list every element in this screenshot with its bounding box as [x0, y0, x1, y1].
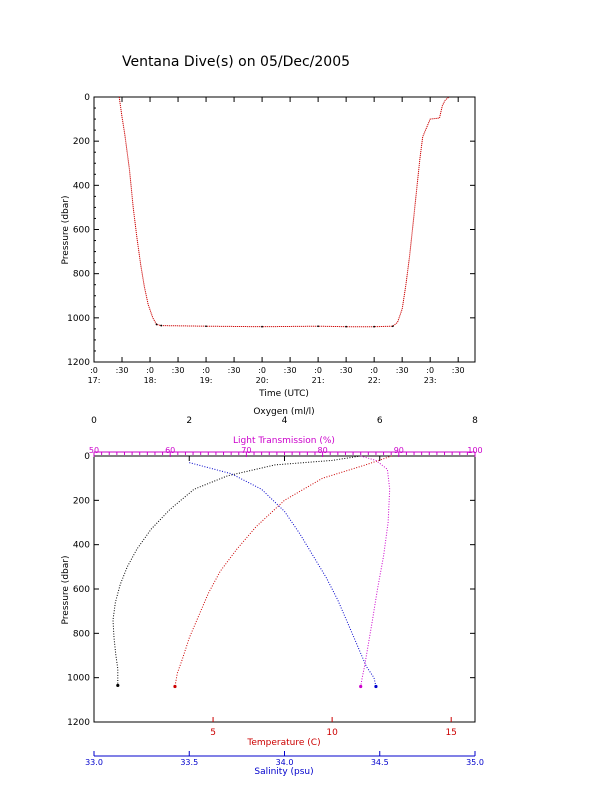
top-x-tick-label: :30: [116, 366, 129, 375]
temperature-axis: 5 10 15: [210, 717, 457, 738]
bottom-y-axis: 0 200 400 600 800 1000 1200: [67, 452, 475, 728]
light-transmission-tick-label: 90: [394, 446, 404, 455]
top-x-tick-label: :30: [172, 366, 185, 375]
top-x-tick-hour-label: 22:: [368, 376, 381, 385]
bottom-y-tick-label: 400: [73, 541, 90, 551]
bottom-y-tick-label: 1000: [67, 674, 90, 684]
light-transmission-tick-label: 60: [165, 446, 175, 455]
top-y-tick-label: 600: [73, 226, 90, 236]
top-plot-frame: [93, 96, 476, 363]
top-y-tick-label: 1000: [67, 314, 90, 324]
top-y-tick-label: 800: [73, 270, 90, 280]
salinity-tick-label: 34.0: [276, 758, 294, 767]
oxygen-tick-label: 0: [91, 416, 97, 426]
top-y-tick-label: 400: [73, 181, 90, 191]
top-x-tick-label: :0: [314, 366, 322, 375]
temperature-profile: [174, 455, 392, 687]
top-x-tick-hour-label: 17:: [88, 376, 101, 385]
salinity-axis: 33.0 33.5 34.0 34.5 35.0: [85, 751, 484, 767]
salinity-tick-label: 33.0: [85, 758, 103, 767]
top-x-tick-hour-label: 23:: [424, 376, 437, 385]
temperature-tick-label: 10: [326, 728, 338, 738]
top-x-tick-label: :0: [146, 366, 154, 375]
bottom-y-tick-label: 200: [73, 496, 90, 506]
top-x-axis-label: Time (UTC): [258, 389, 309, 399]
top-x-tick-hour-label: 21:: [312, 376, 325, 385]
dive-pressure-point: [391, 325, 394, 328]
top-x-tick-label: :30: [228, 366, 241, 375]
dive-pressure-point: [373, 325, 376, 328]
oxygen-profile: [112, 455, 361, 686]
dive-pressure-point: [345, 325, 348, 328]
bottom-y-tick-label: 1200: [67, 718, 90, 728]
oxygen-axis-label: Oxygen (ml/l): [253, 407, 314, 417]
bottom-y-tick-label: 600: [73, 585, 90, 595]
dive-pressure-point: [160, 324, 163, 327]
top-x-tick-label: :0: [370, 366, 378, 375]
salinity-axis-label: Salinity (psu): [254, 767, 313, 777]
bottom-series-group: [112, 455, 392, 689]
top-x-tick-hour-label: 19:: [200, 376, 213, 385]
salinity-tick-label: 34.5: [371, 758, 389, 767]
dive-pressure-point: [205, 325, 207, 328]
light-transmission-axis-label: Light Transmission (%): [233, 436, 335, 446]
dive-pressure-point: [317, 325, 320, 328]
top-y-tick-label: 1200: [67, 358, 90, 368]
top-x-tick-label: :0: [258, 366, 266, 375]
top-y-tick-label: 200: [73, 137, 90, 147]
top-x-tick-label: :0: [90, 366, 98, 375]
light-transmission-tick-label: 80: [318, 446, 328, 455]
oxygen-tick-label: 8: [472, 416, 478, 426]
bottom-y-tick-label: 0: [84, 452, 90, 462]
top-x-tick-label: :0: [202, 366, 210, 375]
salinity-bottom-point: [374, 684, 378, 689]
top-x-axis: :017::30:018::30:019::30:020::30:021::30…: [88, 97, 465, 385]
light-bottom-point: [359, 684, 363, 689]
oxygen-tick-label: 6: [377, 416, 383, 426]
top-x-tick-hour-label: 20:: [256, 376, 269, 385]
top-y-axis-label: Pressure (dbar): [61, 196, 71, 265]
top-x-tick-hour-label: 18:: [144, 376, 157, 385]
top-chart-title: Ventana Dive(s) on 05/Dec/2005: [122, 54, 350, 70]
top-y-tick-label: 0: [84, 93, 90, 103]
light-profile: [360, 455, 391, 687]
top-x-tick-label: :30: [284, 366, 297, 375]
oxygen-tick-label: 4: [282, 416, 288, 426]
temperature-bottom-point: [173, 684, 177, 689]
light-transmission-tick-label: 100: [467, 446, 482, 455]
dive-pressure-point: [261, 325, 263, 328]
top-x-tick-label: :30: [340, 366, 353, 375]
salinity-tick-label: 33.5: [180, 758, 198, 767]
temperature-axis-label: Temperature (C): [246, 738, 320, 748]
oxygen-bottom-point: [116, 683, 120, 688]
light-transmission-tick-label: 70: [241, 446, 251, 455]
salinity-profile: [189, 462, 377, 687]
bottom-y-axis-label: Pressure (dbar): [61, 556, 71, 625]
top-x-tick-label: :0: [426, 366, 434, 375]
light-transmission-axis: 50 60 70 80 90 100: [89, 446, 483, 457]
temperature-tick-label: 15: [445, 728, 456, 738]
oxygen-tick-label: 2: [186, 416, 192, 426]
dive-pressure-point: [155, 323, 158, 326]
dive-pressure-line: [118, 96, 450, 328]
top-series-group: [118, 96, 450, 328]
top-x-tick-label: :30: [396, 366, 409, 375]
temperature-tick-label: 5: [210, 728, 216, 738]
bottom-y-tick-label: 800: [73, 629, 90, 639]
bottom-plot-frame: [93, 455, 476, 723]
light-transmission-tick-label: 50: [89, 446, 99, 455]
top-x-tick-label: :30: [452, 366, 465, 375]
salinity-tick-label: 35.0: [466, 758, 484, 767]
top-y-axis: 0 200 400 600 800 1000 1200: [67, 93, 475, 368]
